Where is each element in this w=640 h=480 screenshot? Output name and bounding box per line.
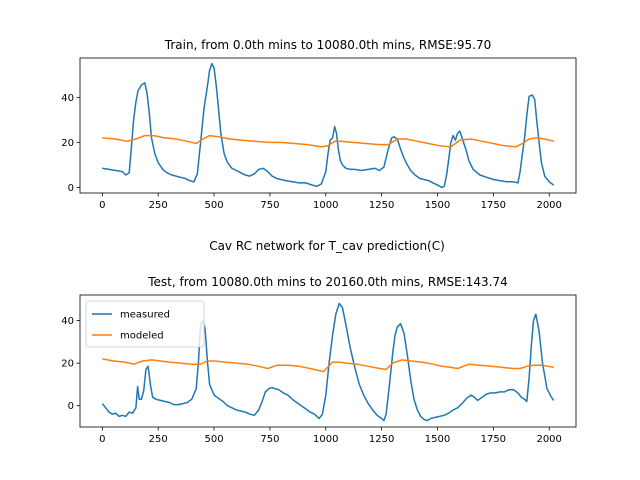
test-chart-title: Test, from 10080.0th mins to 20160.0th m… [147,275,507,289]
train-xtick-label: 1000 [313,200,338,211]
train-axes-frame [79,57,577,194]
train-xtick-label: 1750 [481,200,506,211]
train-ytick-label: 40 [61,93,74,104]
train-xtick-label: 750 [260,200,279,211]
test-xtick-label: 750 [260,434,279,445]
test-series-modeled [102,358,554,373]
train-ytick-label: 0 [68,183,74,194]
train-xtick-label: 500 [205,200,224,211]
test-xtick-label: 1000 [313,434,338,445]
test-ytick-label: 40 [61,316,74,327]
test-xtick-label: 500 [205,434,224,445]
train-xtick-label: 2000 [536,200,561,211]
train-chart-title: Train, from 0.0th mins to 10080.0th mins… [164,38,491,52]
test-ytick-label: 20 [61,359,74,370]
test-xtick-label: 2000 [536,434,561,445]
test-ytick-label: 0 [68,401,74,412]
test-legend-box [85,300,205,348]
train-series-modeled [102,134,554,148]
train-series-measured [102,62,555,189]
test-legend-label-measured: measured [120,310,170,321]
train-xtick-label: 0 [99,200,105,211]
train-xtick-label: 250 [149,200,168,211]
test-xtick-label: 250 [149,434,168,445]
test-xtick-label: 1250 [369,434,394,445]
test-legend: measured modeled [85,300,205,348]
train-xtick-label: 1250 [369,200,394,211]
train-xtick-label: 1500 [425,200,450,211]
test-xtick-label: 0 [99,434,105,445]
figure-suptitle: Cav RC network for T_cav prediction(C) [209,239,445,253]
test-xtick-label: 1500 [425,434,450,445]
train-axes: Train, from 0.0th mins to 10080.0th mins… [61,38,577,211]
test-axes: Test, from 10080.0th mins to 20160.0th m… [61,275,577,445]
test-series-measured [101,302,555,422]
train-ytick-label: 20 [61,138,74,149]
test-xtick-label: 1750 [481,434,506,445]
test-axes-frame [79,294,577,428]
test-legend-label-modeled: modeled [120,331,164,342]
